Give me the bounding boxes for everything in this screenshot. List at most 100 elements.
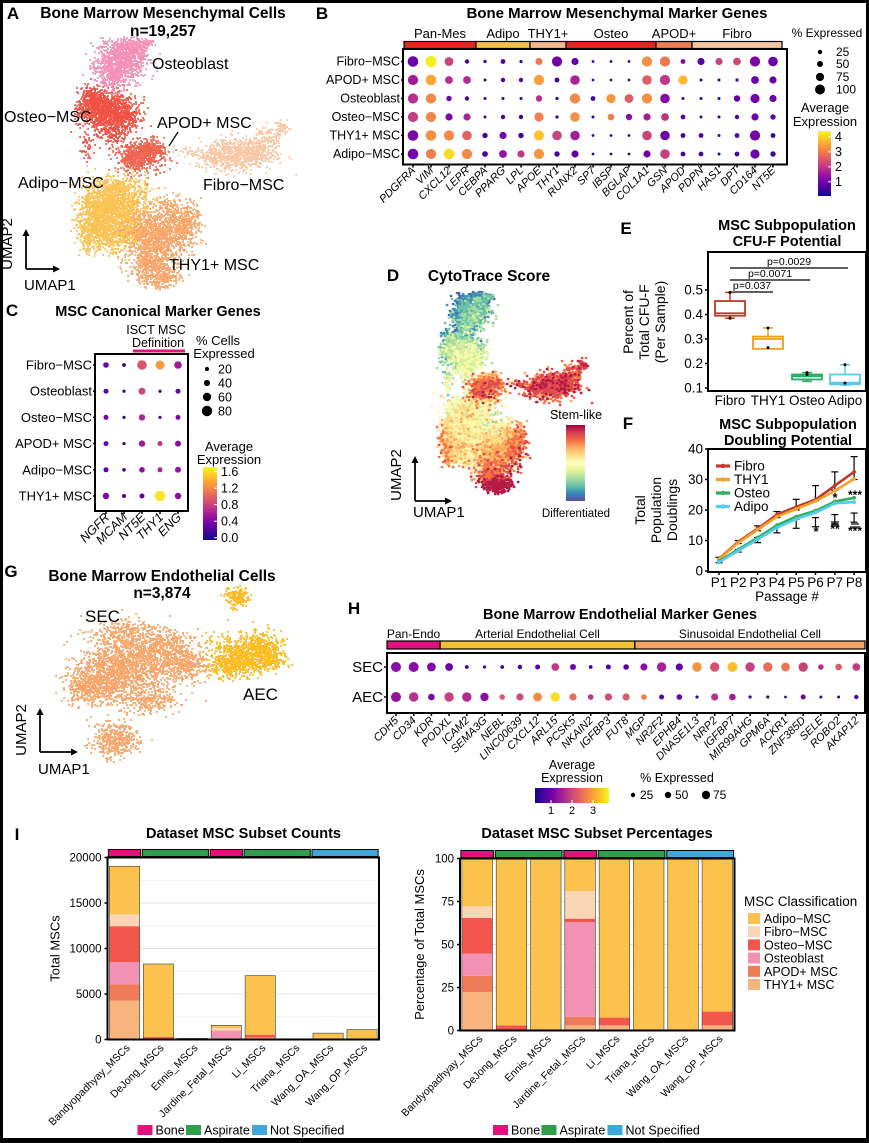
svg-text:CFU-F Potential: CFU-F Potential bbox=[733, 234, 842, 250]
svg-text:Osteo: Osteo bbox=[594, 26, 629, 41]
svg-text:10000: 10000 bbox=[70, 944, 102, 956]
svg-text:Dataset MSC Subset Counts: Dataset MSC Subset Counts bbox=[146, 826, 341, 842]
svg-text:MSC Canonical Marker Genes: MSC Canonical Marker Genes bbox=[55, 304, 261, 320]
svg-text:30: 30 bbox=[688, 472, 703, 487]
svg-text:80: 80 bbox=[218, 405, 232, 419]
svg-text:Adipo−MSC: Adipo−MSC bbox=[18, 175, 104, 192]
svg-text:Adipo−MSC: Adipo−MSC bbox=[22, 462, 92, 477]
svg-text:THY1+ MSC: THY1+ MSC bbox=[19, 489, 92, 504]
svg-text:Osteo: Osteo bbox=[734, 486, 770, 501]
svg-text:THY1+ MSC: THY1+ MSC bbox=[329, 129, 400, 143]
svg-text:Dataset MSC Subset Percentages: Dataset MSC Subset Percentages bbox=[481, 826, 712, 842]
svg-text:25: 25 bbox=[836, 45, 850, 59]
svg-text:Adipo: Adipo bbox=[486, 26, 519, 41]
svg-text:A: A bbox=[7, 4, 19, 23]
svg-text:***: *** bbox=[848, 488, 862, 502]
svg-text:B: B bbox=[316, 4, 328, 23]
svg-text:APOD+: APOD+ bbox=[652, 26, 696, 41]
svg-text:(Per Sample): (Per Sample) bbox=[652, 281, 668, 363]
svg-text:Not Specified: Not Specified bbox=[270, 1124, 344, 1138]
svg-text:1.6: 1.6 bbox=[221, 465, 238, 479]
svg-text:MSC Subpopulation: MSC Subpopulation bbox=[719, 417, 857, 433]
svg-text:20: 20 bbox=[218, 363, 232, 377]
svg-text:0.4: 0.4 bbox=[221, 515, 238, 529]
svg-text:Adipo: Adipo bbox=[734, 499, 769, 514]
svg-text:MSC Subpopulation: MSC Subpopulation bbox=[718, 218, 856, 234]
svg-text:% Expressed: % Expressed bbox=[792, 26, 863, 40]
svg-text:10: 10 bbox=[688, 533, 703, 548]
svg-text:UMAP1: UMAP1 bbox=[413, 504, 465, 521]
svg-text:Adipo−MSC: Adipo−MSC bbox=[764, 912, 831, 926]
svg-text:Adipo: Adipo bbox=[828, 393, 863, 408]
svg-text:UMAP1: UMAP1 bbox=[24, 277, 76, 294]
svg-text:Pan-Endo: Pan-Endo bbox=[387, 627, 441, 641]
svg-text:P6: P6 bbox=[807, 575, 824, 590]
svg-text:Fibro−MSC: Fibro−MSC bbox=[336, 55, 400, 69]
svg-text:n=19,257: n=19,257 bbox=[130, 23, 196, 40]
svg-text:Fibro: Fibro bbox=[722, 26, 752, 41]
svg-text:75: 75 bbox=[713, 788, 727, 802]
svg-text:P7: P7 bbox=[827, 575, 844, 590]
svg-text:60: 60 bbox=[218, 391, 232, 405]
svg-text:Fibro: Fibro bbox=[734, 459, 765, 474]
svg-text:Bone Marrow Endothelial Cells: Bone Marrow Endothelial Cells bbox=[48, 568, 275, 585]
svg-text:3: 3 bbox=[835, 145, 842, 159]
svg-text:50: 50 bbox=[441, 940, 454, 952]
svg-text:Percent of: Percent of bbox=[620, 290, 636, 354]
svg-text:Sinusoidal Endothelial Cell: Sinusoidal Endothelial Cell bbox=[679, 627, 821, 641]
svg-text:Bone Marrow Mesenchymal Marker: Bone Marrow Mesenchymal Marker Genes bbox=[467, 5, 768, 22]
svg-text:THY1: THY1 bbox=[734, 472, 769, 487]
svg-text:Adipo−MSC: Adipo−MSC bbox=[333, 147, 400, 161]
svg-text:Fibro−MSC: Fibro−MSC bbox=[764, 925, 828, 939]
svg-text:Population: Population bbox=[648, 477, 664, 543]
svg-text:I: I bbox=[15, 825, 20, 844]
svg-text:25: 25 bbox=[441, 983, 454, 995]
svg-text:5000: 5000 bbox=[76, 989, 102, 1001]
svg-text:E: E bbox=[620, 219, 631, 238]
svg-text:Stem-like: Stem-like bbox=[550, 408, 602, 422]
svg-text:Not Specified: Not Specified bbox=[626, 1124, 700, 1138]
svg-text:C: C bbox=[6, 301, 18, 320]
svg-text:40: 40 bbox=[218, 377, 232, 391]
svg-text:ISCT MSC: ISCT MSC bbox=[126, 323, 186, 337]
svg-text:*: * bbox=[813, 524, 819, 539]
svg-text:G: G bbox=[4, 562, 17, 581]
svg-text:APOD+ MSC: APOD+ MSC bbox=[764, 965, 838, 979]
svg-text:Total MSCs: Total MSCs bbox=[48, 915, 63, 982]
svg-text:Osteo−MSC: Osteo−MSC bbox=[332, 110, 400, 124]
svg-text:SEC: SEC bbox=[352, 659, 383, 676]
svg-text:Expression: Expression bbox=[541, 771, 603, 785]
svg-text:0.4: 0.4 bbox=[684, 307, 703, 322]
svg-text:n=3,874: n=3,874 bbox=[133, 585, 191, 602]
svg-text:Differentiated: Differentiated bbox=[542, 508, 610, 520]
svg-text:Osteoblast: Osteoblast bbox=[764, 952, 824, 966]
svg-text:Passage #: Passage # bbox=[755, 589, 819, 604]
svg-text:3: 3 bbox=[590, 805, 596, 817]
svg-text:Fibro−MSC: Fibro−MSC bbox=[26, 358, 92, 373]
svg-text:0: 0 bbox=[95, 1035, 101, 1047]
svg-text:p=0.0071: p=0.0071 bbox=[748, 268, 792, 280]
svg-text:**: ** bbox=[830, 522, 840, 536]
svg-text:75: 75 bbox=[836, 70, 850, 84]
svg-text:Osteoblast: Osteoblast bbox=[30, 384, 93, 399]
svg-text:Expression: Expression bbox=[197, 452, 261, 467]
svg-text:P1: P1 bbox=[711, 575, 728, 590]
svg-text:0.0: 0.0 bbox=[221, 531, 238, 545]
svg-text:P5: P5 bbox=[788, 575, 805, 590]
svg-text:p=0.0029: p=0.0029 bbox=[767, 256, 811, 268]
svg-text:Total CFU-F: Total CFU-F bbox=[636, 284, 652, 359]
svg-text:Doublings: Doublings bbox=[664, 479, 680, 541]
svg-text:AEC: AEC bbox=[243, 685, 278, 704]
svg-text:Osteo−MSC: Osteo−MSC bbox=[4, 109, 92, 126]
svg-text:UMAP2: UMAP2 bbox=[13, 704, 30, 756]
svg-text:50: 50 bbox=[675, 788, 689, 802]
svg-text:APOD+ MSC: APOD+ MSC bbox=[157, 115, 252, 132]
svg-text:0: 0 bbox=[695, 564, 703, 579]
svg-text:15000: 15000 bbox=[70, 898, 102, 910]
svg-text:Osteoblast: Osteoblast bbox=[152, 56, 229, 73]
svg-text:2: 2 bbox=[569, 805, 575, 817]
svg-text:0.2: 0.2 bbox=[684, 356, 703, 371]
svg-text:UMAP2: UMAP2 bbox=[0, 218, 16, 270]
svg-text:100: 100 bbox=[435, 854, 454, 866]
svg-text:MSC Classification: MSC Classification bbox=[744, 894, 857, 909]
